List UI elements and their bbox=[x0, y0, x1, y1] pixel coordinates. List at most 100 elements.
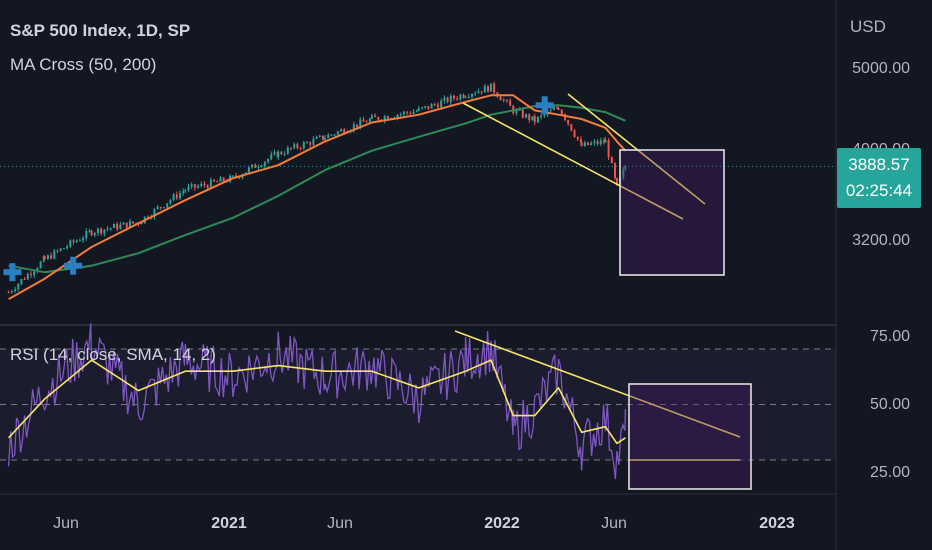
candle-body bbox=[93, 233, 96, 236]
candle bbox=[72, 239, 75, 245]
price-panel[interactable] bbox=[0, 81, 836, 300]
candle bbox=[590, 141, 593, 146]
candle-body bbox=[593, 141, 596, 144]
candle-body bbox=[560, 109, 563, 115]
candle-body bbox=[193, 184, 196, 188]
candle bbox=[420, 107, 423, 110]
candle bbox=[302, 140, 305, 150]
candle-body bbox=[42, 256, 45, 262]
candle-body bbox=[624, 166, 627, 169]
candle bbox=[596, 139, 599, 146]
candle-body bbox=[596, 141, 599, 145]
candle-body bbox=[427, 106, 430, 109]
candle bbox=[576, 136, 579, 142]
candle-body bbox=[72, 240, 75, 243]
candle bbox=[209, 177, 212, 189]
candle-body bbox=[540, 115, 543, 117]
candle bbox=[474, 91, 477, 96]
candle-body bbox=[383, 116, 386, 121]
candle-body bbox=[480, 91, 483, 93]
candle-body bbox=[78, 240, 81, 242]
rsi-tick-25: 25.00 bbox=[869, 464, 910, 481]
candle-body bbox=[499, 96, 502, 101]
candle-body bbox=[238, 177, 241, 179]
candle-body bbox=[552, 107, 555, 111]
candle bbox=[560, 109, 563, 115]
candle-body bbox=[462, 94, 465, 98]
candle bbox=[106, 226, 109, 232]
candle-body bbox=[430, 104, 433, 109]
candle-body bbox=[309, 142, 312, 145]
candle bbox=[260, 164, 263, 168]
candle bbox=[283, 151, 286, 157]
candle bbox=[14, 286, 17, 293]
candle bbox=[90, 229, 93, 237]
candle bbox=[487, 85, 490, 93]
candle bbox=[509, 98, 512, 106]
candle-body bbox=[187, 186, 190, 191]
candle bbox=[586, 142, 589, 146]
candle bbox=[340, 127, 343, 132]
candle bbox=[23, 276, 26, 281]
candle-body bbox=[374, 115, 377, 117]
candle bbox=[169, 198, 172, 205]
candle-body bbox=[567, 119, 570, 125]
last-price: 3888.57 bbox=[848, 155, 910, 174]
candle-body bbox=[483, 85, 486, 93]
candle bbox=[433, 102, 436, 107]
candle-body bbox=[132, 221, 135, 224]
candle-body bbox=[318, 135, 321, 138]
candle bbox=[62, 247, 65, 250]
candle-body bbox=[412, 111, 415, 114]
drawings[interactable] bbox=[454, 93, 752, 490]
candle bbox=[477, 88, 480, 94]
candle bbox=[39, 260, 42, 269]
symbol-title[interactable]: S&P 500 Index, 1D, SP bbox=[10, 21, 191, 40]
candle bbox=[430, 103, 433, 109]
candle bbox=[528, 113, 531, 123]
candle-body bbox=[515, 109, 518, 114]
candle bbox=[383, 114, 386, 124]
candle bbox=[270, 151, 273, 161]
candle bbox=[43, 255, 46, 260]
candle-body bbox=[286, 147, 289, 154]
candle-body bbox=[219, 177, 222, 182]
candle bbox=[443, 95, 446, 104]
candle-body bbox=[471, 94, 474, 97]
candle-body bbox=[20, 279, 23, 284]
candle-body bbox=[106, 228, 109, 230]
candle bbox=[573, 128, 576, 138]
candle bbox=[290, 147, 293, 151]
rsi-panel[interactable] bbox=[0, 323, 836, 480]
candle bbox=[417, 106, 420, 112]
time-label: Jun bbox=[53, 515, 79, 532]
candle-body bbox=[443, 97, 446, 101]
candle-body bbox=[607, 139, 610, 158]
ma-cross-label[interactable]: MA Cross (50, 200) bbox=[10, 55, 157, 74]
rsi-label[interactable]: RSI (14, close, SMA, 14, 2) bbox=[10, 345, 216, 364]
candle-body bbox=[263, 161, 266, 167]
candle-body bbox=[296, 144, 299, 148]
rsi-line bbox=[7, 323, 627, 480]
candle bbox=[231, 175, 234, 177]
candle-body bbox=[477, 91, 480, 94]
candle bbox=[187, 183, 190, 192]
candle-body bbox=[543, 114, 546, 116]
candle bbox=[412, 108, 415, 115]
candle-body bbox=[580, 142, 583, 147]
candle bbox=[53, 249, 56, 260]
candle-body bbox=[153, 208, 156, 217]
candle-body bbox=[267, 159, 270, 162]
candle-body bbox=[179, 193, 182, 199]
candle bbox=[452, 94, 455, 101]
candle bbox=[69, 239, 72, 248]
candle-body bbox=[573, 130, 576, 137]
candle-body bbox=[333, 134, 336, 136]
candle bbox=[172, 192, 175, 202]
candle bbox=[483, 83, 486, 93]
candle-body bbox=[14, 289, 17, 292]
candle bbox=[624, 164, 627, 172]
candle-body bbox=[409, 112, 412, 114]
candle-body bbox=[533, 116, 536, 123]
ma-cross-marker bbox=[535, 96, 554, 115]
